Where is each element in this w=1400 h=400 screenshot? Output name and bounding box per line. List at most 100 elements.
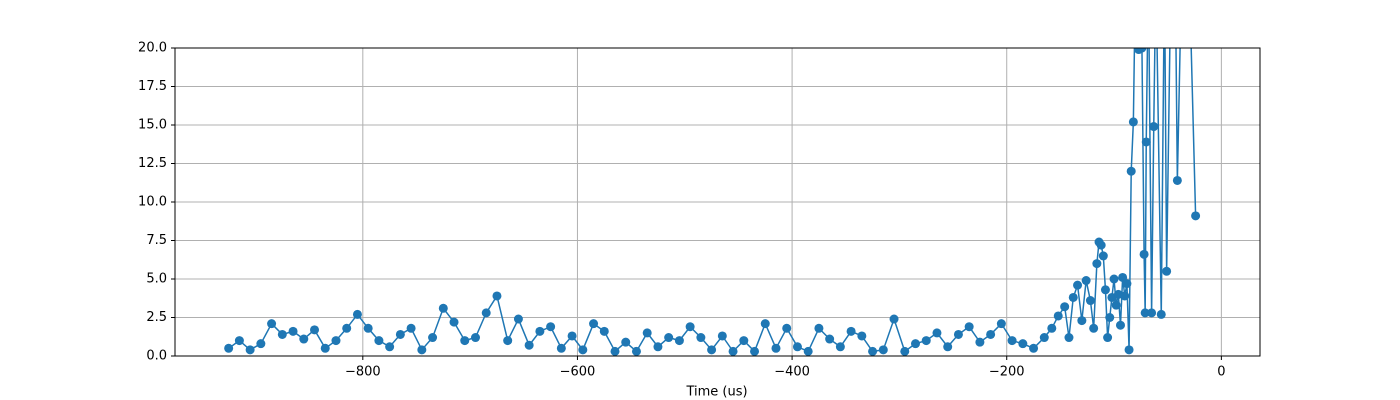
data-point bbox=[1141, 137, 1151, 147]
data-point bbox=[932, 328, 942, 338]
data-point bbox=[1103, 333, 1113, 343]
data-point bbox=[363, 323, 373, 333]
data-point bbox=[986, 329, 996, 339]
data-point bbox=[642, 328, 652, 338]
data-point bbox=[449, 317, 459, 327]
data-point bbox=[1156, 309, 1166, 319]
data-point bbox=[975, 337, 985, 347]
x-tick-label: −800 bbox=[345, 365, 381, 380]
data-point bbox=[889, 314, 899, 324]
data-point bbox=[1039, 333, 1049, 343]
data-point bbox=[1105, 313, 1115, 322]
data-point bbox=[728, 346, 738, 356]
data-point bbox=[803, 346, 813, 356]
data-point bbox=[1073, 280, 1083, 290]
data-point bbox=[234, 336, 244, 346]
data-point bbox=[825, 334, 835, 344]
data-point bbox=[481, 308, 491, 318]
data-point bbox=[428, 333, 438, 343]
data-point bbox=[1068, 292, 1078, 302]
x-axis-label: Time (us) bbox=[685, 385, 747, 400]
data-point bbox=[1140, 308, 1150, 318]
data-point bbox=[921, 336, 931, 346]
y-tick-label: 10.0 bbox=[138, 195, 167, 210]
data-point bbox=[385, 342, 395, 352]
data-point bbox=[1120, 291, 1130, 301]
data-point bbox=[631, 346, 641, 356]
data-point bbox=[707, 345, 717, 355]
y-tick-label: 15.0 bbox=[138, 118, 167, 133]
data-point bbox=[1122, 279, 1132, 289]
data-point bbox=[277, 329, 287, 339]
data-point bbox=[589, 319, 599, 329]
data-point bbox=[1053, 311, 1063, 321]
data-point bbox=[900, 346, 910, 356]
x-tick-label: −400 bbox=[774, 365, 810, 380]
y-tick-label: 0.0 bbox=[146, 349, 167, 364]
data-point bbox=[1162, 266, 1172, 276]
data-point bbox=[503, 336, 513, 346]
data-point bbox=[943, 342, 953, 352]
data-point bbox=[1098, 251, 1108, 261]
data-point bbox=[1096, 240, 1106, 250]
data-point bbox=[1128, 117, 1138, 127]
y-tick-label: 5.0 bbox=[146, 272, 167, 287]
data-point bbox=[567, 331, 577, 341]
y-tick-label: 12.5 bbox=[138, 156, 167, 171]
data-point bbox=[1029, 343, 1039, 353]
data-point bbox=[245, 345, 255, 355]
data-point bbox=[621, 337, 631, 347]
data-point bbox=[1100, 285, 1110, 295]
data-point bbox=[1115, 320, 1125, 330]
data-point bbox=[288, 326, 298, 336]
data-point bbox=[760, 319, 770, 329]
data-point bbox=[750, 346, 760, 356]
data-point bbox=[1147, 308, 1157, 318]
data-point bbox=[395, 329, 405, 339]
data-point bbox=[771, 343, 781, 353]
data-point bbox=[964, 322, 974, 332]
y-tick-label: 7.5 bbox=[146, 233, 167, 248]
data-point bbox=[1047, 323, 1057, 333]
data-point bbox=[1137, 48, 1147, 53]
data-point bbox=[1172, 175, 1182, 185]
data-point bbox=[610, 346, 620, 356]
x-tick-label: 0 bbox=[1217, 365, 1225, 380]
data-point bbox=[224, 343, 234, 353]
x-tick-label: −600 bbox=[560, 365, 596, 380]
data-line bbox=[228, 48, 1197, 353]
data-point bbox=[320, 343, 330, 353]
data-point bbox=[953, 329, 963, 339]
data-point bbox=[846, 326, 856, 336]
data-point bbox=[417, 345, 427, 355]
data-point bbox=[578, 345, 588, 355]
data-point bbox=[438, 303, 448, 313]
data-point bbox=[1007, 336, 1017, 346]
data-point bbox=[374, 336, 384, 346]
data-point bbox=[310, 325, 320, 335]
data-point bbox=[696, 333, 706, 343]
data-point bbox=[1064, 333, 1074, 343]
data-point bbox=[492, 291, 502, 301]
data-point bbox=[717, 331, 727, 341]
data-point bbox=[739, 336, 749, 346]
data-point bbox=[1060, 302, 1070, 312]
data-point bbox=[1139, 249, 1149, 259]
y-tick-label: 17.5 bbox=[138, 79, 167, 94]
x-tick-label: −200 bbox=[989, 365, 1025, 380]
data-point bbox=[1089, 323, 1099, 333]
data-point bbox=[524, 340, 534, 350]
data-point bbox=[857, 331, 867, 341]
data-point bbox=[267, 319, 277, 329]
data-point bbox=[664, 333, 674, 343]
data-point bbox=[878, 345, 888, 355]
data-point bbox=[835, 342, 845, 352]
data-point bbox=[674, 336, 684, 346]
data-point bbox=[1092, 259, 1102, 269]
data-point bbox=[792, 342, 802, 352]
data-point bbox=[685, 322, 695, 332]
data-point bbox=[352, 309, 362, 319]
y-tick-label: 20.0 bbox=[138, 41, 167, 56]
data-point bbox=[513, 314, 523, 324]
